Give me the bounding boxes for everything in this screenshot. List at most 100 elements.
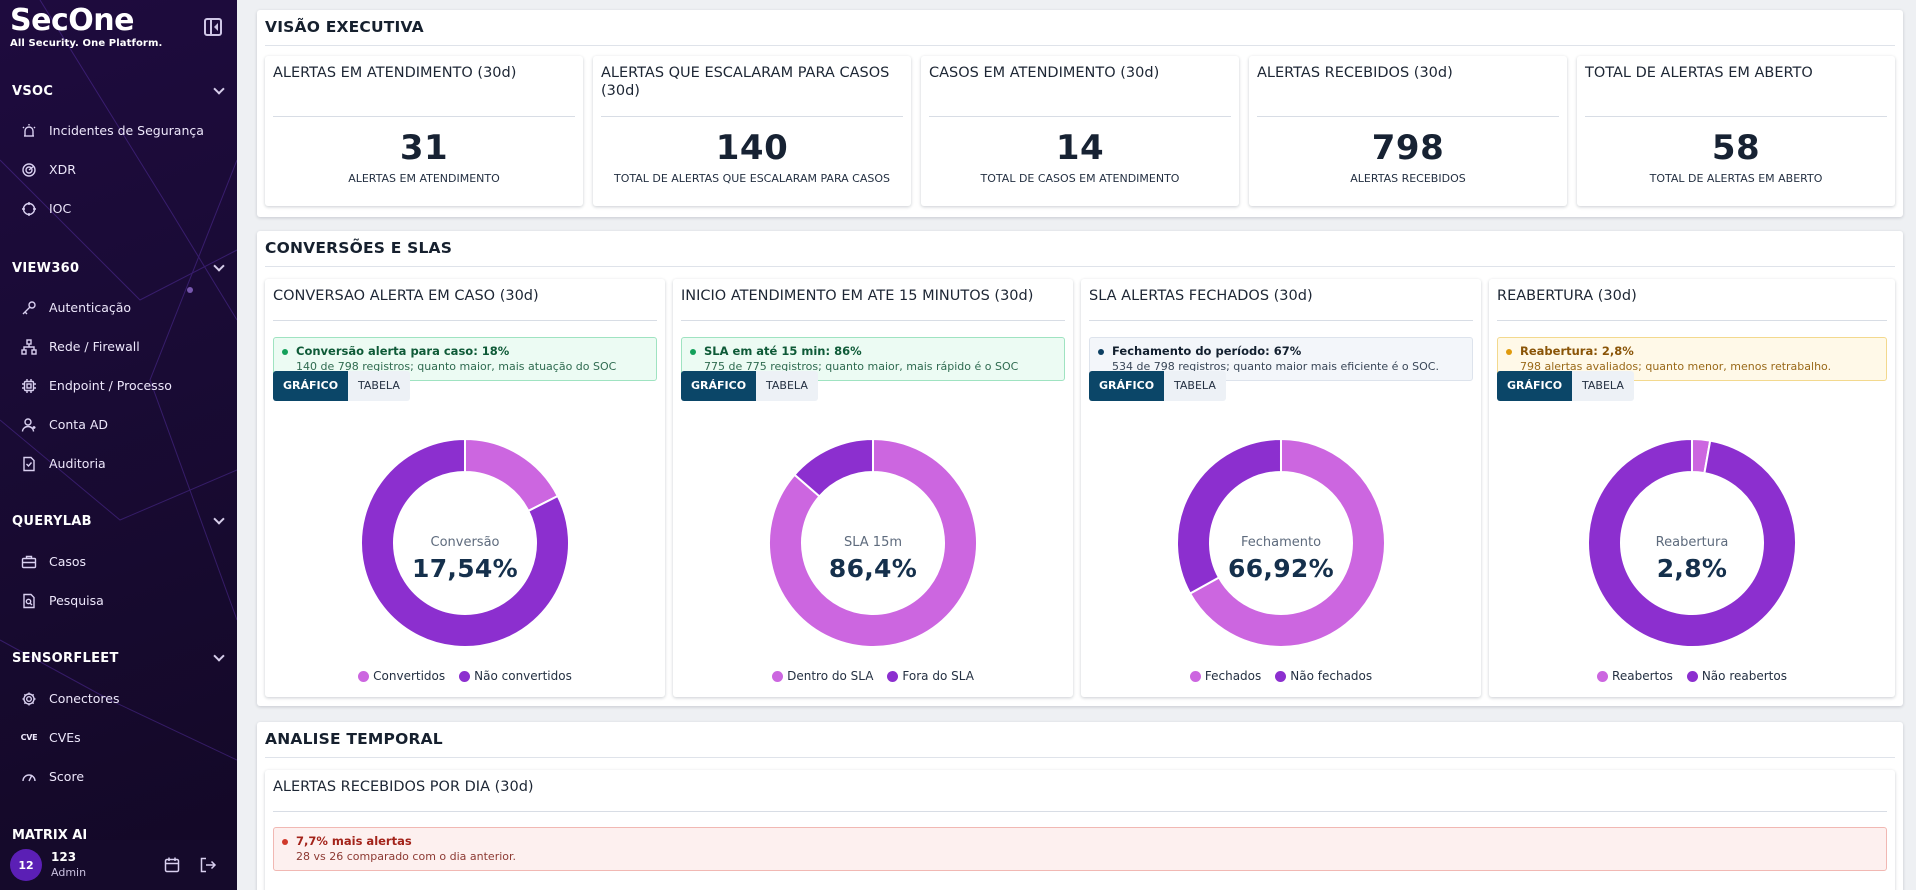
- legend-item[interactable]: Fora do SLA: [887, 669, 974, 683]
- gear-icon: [20, 690, 38, 708]
- status-dot: [282, 349, 288, 355]
- nav-header-view360[interactable]: VIEW360: [0, 257, 237, 279]
- sidebar-item-rede-firewall[interactable]: Rede / Firewall: [0, 327, 237, 366]
- panel-title: ANALISE TEMPORAL: [265, 730, 443, 748]
- donut-card-title: REABERTURA (30d): [1497, 288, 1637, 304]
- legend-item[interactable]: Não reabertos: [1686, 669, 1787, 683]
- donut-slice-não-fechados[interactable]: [1176, 437, 1282, 595]
- callout-headline: Fechamento do período: 67%: [1112, 344, 1302, 358]
- donut-center: Fechamento 66,92%: [1201, 535, 1361, 583]
- donut-chart[interactable]: [767, 437, 979, 649]
- tab-tabela[interactable]: TABELA: [756, 371, 818, 401]
- sidebar-item-conectores[interactable]: Conectores: [0, 679, 237, 718]
- nav-header-label: VSOC: [12, 83, 54, 99]
- sidebar-item-label: XDR: [49, 162, 76, 177]
- donut-slice-não-convertidos[interactable]: [360, 437, 570, 648]
- tab-grafico[interactable]: GRÁFICO: [681, 371, 757, 401]
- sidebar-item-label: Rede / Firewall: [49, 339, 140, 354]
- donut-chart[interactable]: [1586, 437, 1798, 649]
- brand-tagline: All Security. One Platform.: [10, 38, 163, 49]
- sidebar-item-label: Conta AD: [49, 417, 109, 432]
- sidebar-item-ioc[interactable]: IOC: [0, 189, 237, 228]
- nav-items-querylab: Casos Pesquisa: [0, 542, 237, 620]
- sidebar-item-pesquisa[interactable]: Pesquisa: [0, 581, 237, 620]
- divider: [273, 116, 575, 117]
- divider: [1089, 320, 1473, 321]
- nav-items-sensorfleet: Conectores CVE CVEs Score: [0, 679, 237, 796]
- sidebar-item-auditoria[interactable]: Auditoria: [0, 444, 237, 483]
- cpu-icon: [20, 377, 38, 395]
- legend-item[interactable]: Não fechados: [1275, 669, 1372, 683]
- donut-center-label: Fechamento: [1240, 535, 1322, 550]
- sidebar-item-casos[interactable]: Casos: [0, 542, 237, 581]
- avatar[interactable]: 12: [10, 849, 42, 881]
- sidebar-item-label: CVEs: [49, 730, 81, 745]
- sidebar-item-cves[interactable]: CVE CVEs: [0, 718, 237, 757]
- kpi-subtitle: TOTAL DE CASOS EM ATENDIMENTO: [980, 172, 1180, 185]
- legend-item[interactable]: Dentro do SLA: [772, 669, 873, 683]
- collapse-sidebar-icon[interactable]: [204, 18, 222, 36]
- donut-slice-não-reabertos[interactable]: [1587, 437, 1797, 648]
- chart-legend: Fechados Não fechados: [1081, 669, 1481, 683]
- sidebar-item-conta-ad[interactable]: Conta AD: [0, 405, 237, 444]
- nav-header-matrix-ai[interactable]: MATRIX AI: [12, 828, 88, 843]
- sidebar-item-score[interactable]: Score: [0, 757, 237, 796]
- nav-header-querylab[interactable]: QUERYLAB: [0, 510, 237, 532]
- status-dot: [690, 349, 696, 355]
- donut-center-value: 17,54%: [412, 554, 518, 583]
- user-info: 123 Admin: [51, 850, 86, 880]
- donut-chart[interactable]: [359, 437, 571, 649]
- legend-label: Convertidos: [373, 669, 446, 683]
- donut-chart[interactable]: [1175, 437, 1387, 649]
- sidebar-item-label: Casos: [49, 554, 87, 569]
- kpi-card-title: ALERTAS RECEBIDOS (30d): [1257, 65, 1453, 81]
- legend-label: Não convertidos: [474, 669, 572, 683]
- donut-center-value: 2,8%: [1656, 554, 1728, 583]
- sidebar-item-incidentes[interactable]: Incidentes de Segurança: [0, 111, 237, 150]
- kpi-card-title: ALERTAS QUE ESCALARAM PARA CASOS (30d): [601, 65, 890, 99]
- sidebar-item-label: Pesquisa: [49, 593, 104, 608]
- kpi-value: 31: [399, 128, 449, 168]
- sidebar-item-endpoint-processo[interactable]: Endpoint / Processo: [0, 366, 237, 405]
- nav-header-label: VIEW360: [12, 260, 80, 276]
- sidebar-item-xdr[interactable]: XDR: [0, 150, 237, 189]
- divider: [1497, 320, 1887, 321]
- divider: [273, 811, 1887, 812]
- legend-item[interactable]: Fechados: [1189, 669, 1261, 683]
- logout-icon[interactable]: [199, 856, 217, 874]
- tab-grafico[interactable]: GRÁFICO: [273, 371, 349, 401]
- sidebar-item-label: Auditoria: [49, 456, 106, 471]
- kpi-value: 798: [1371, 128, 1445, 168]
- tab-tabela[interactable]: TABELA: [1572, 371, 1634, 401]
- donut-slice-fora-do-sla[interactable]: [793, 437, 874, 498]
- calendar-icon[interactable]: [163, 856, 181, 874]
- kpi-card: ALERTAS RECEBIDOS (30d) 798 ALERTAS RECE…: [1249, 56, 1567, 206]
- legend-swatch: [887, 670, 899, 682]
- legend-item[interactable]: Não convertidos: [459, 669, 572, 683]
- legend-label: Não fechados: [1290, 669, 1373, 683]
- nav-header-sensorfleet[interactable]: SENSORFLEET: [0, 647, 237, 669]
- legend-item[interactable]: Convertidos: [358, 669, 445, 683]
- donut-slice-fechados[interactable]: [1188, 437, 1386, 648]
- sidebar-item-autenticacao[interactable]: Autenticação: [0, 288, 237, 327]
- brand-logo[interactable]: SecOne All Security. One Platform.: [10, 4, 163, 50]
- alarm-icon: [20, 122, 38, 140]
- sidebar-background-pattern: [0, 0, 237, 761]
- nav-section-sensorfleet: SENSORFLEET: [0, 647, 237, 669]
- info-callout: Fechamento do período: 67% 534 de 798 re…: [1089, 337, 1473, 381]
- tab-grafico[interactable]: GRÁFICO: [1089, 371, 1165, 401]
- divider: [601, 116, 903, 117]
- panel-title: CONVERSÕES E SLAS: [265, 239, 453, 257]
- donut-slice-convertidos[interactable]: [464, 437, 560, 513]
- tab-tabela[interactable]: TABELA: [348, 371, 410, 401]
- legend-swatch: [772, 670, 784, 682]
- divider: [265, 266, 1895, 267]
- tab-tabela[interactable]: TABELA: [1164, 371, 1226, 401]
- donut-slice-dentro-do-sla[interactable]: [768, 437, 978, 648]
- view-toggle: GRÁFICO TABELA: [1497, 371, 1634, 401]
- nav-header-vsoc[interactable]: VSOC: [0, 80, 237, 102]
- legend-item[interactable]: Reabertos: [1597, 669, 1673, 683]
- timeseries-card: ALERTAS RECEBIDOS POR DIA (30d) 7,7% mai…: [265, 770, 1895, 890]
- panel-visao-executiva: VISÃO EXECUTIVA ALERTAS EM ATENDIMENTO (…: [257, 10, 1903, 217]
- tab-grafico[interactable]: GRÁFICO: [1497, 371, 1573, 401]
